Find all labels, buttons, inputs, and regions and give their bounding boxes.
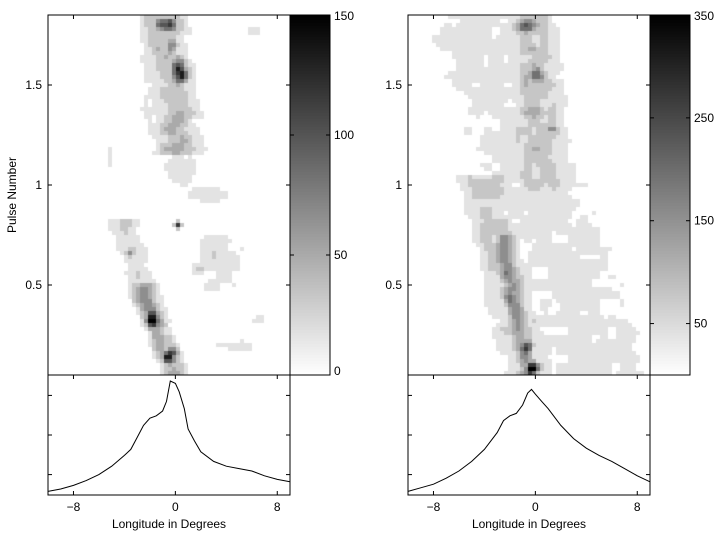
- right-x-axis-label: Longitude in Degrees: [472, 517, 586, 531]
- right-heatmap-ticks: 0.5 1 1.5: [385, 15, 650, 292]
- colorbar-tick-label: 50: [694, 317, 708, 331]
- colorbar-tick-label: 150: [334, 9, 354, 23]
- y-tick-label: 1: [395, 178, 402, 192]
- right-colorbar: 50 150 250 350: [649, 9, 714, 376]
- right-colorbar-image: [650, 15, 690, 375]
- left-x-axis-label: Longitude in Degrees: [112, 517, 226, 531]
- y-tick-label: 1.5: [25, 78, 42, 92]
- colorbar-tick-label: 100: [334, 128, 354, 142]
- colorbar-tick-label: 50: [334, 248, 348, 262]
- x-tick-label: 8: [634, 500, 641, 514]
- left-profile-line: [47, 380, 291, 492]
- y-tick-label: 1: [35, 178, 42, 192]
- left-profile-panel: −8 0 8 Longitude in Degrees: [47, 374, 291, 531]
- right-profile-line: [407, 388, 651, 492]
- left-colorbar: 0 50 100 150: [289, 9, 354, 378]
- y-tick-label: 0.5: [385, 278, 402, 292]
- right-colorbar-ticks: 50 150 250 350: [650, 9, 714, 331]
- x-tick-label: 8: [274, 500, 281, 514]
- x-tick-label: −8: [67, 500, 81, 514]
- colorbar-tick-label: 150: [694, 214, 714, 228]
- left-colorbar-ticks: 0 50 100 150: [290, 9, 354, 378]
- left-heatmap-panel: 0.5 1 1.5 Pulse Number: [5, 14, 291, 376]
- left-heatmap-image: [48, 15, 290, 375]
- left-colorbar-frame: [289, 14, 331, 376]
- colorbar-tick-label: 350: [694, 9, 714, 23]
- y-tick-label: 0.5: [25, 278, 42, 292]
- left-colorbar-image: [290, 15, 330, 375]
- x-tick-label: −8: [427, 500, 441, 514]
- right-colorbar-frame: [649, 14, 691, 376]
- colorbar-tick-label: 0: [334, 364, 341, 378]
- left-profile-frame: [47, 374, 291, 496]
- right-profile-panel: −8 0 8 Longitude in Degrees: [407, 374, 651, 531]
- right-heatmap-panel: 0.5 1 1.5: [385, 14, 651, 376]
- right-heatmap-image: [408, 15, 650, 375]
- left-profile-ticks: −8 0 8: [48, 375, 290, 514]
- right-profile-ticks: −8 0 8: [408, 375, 650, 514]
- left-heatmap-ticks: 0.5 1 1.5: [25, 15, 290, 292]
- x-tick-label: 0: [532, 500, 539, 514]
- right-profile-frame: [407, 374, 651, 496]
- y-tick-label: 1.5: [385, 78, 402, 92]
- x-tick-label: 0: [172, 500, 179, 514]
- colorbar-tick-label: 250: [694, 111, 714, 125]
- y-axis-label: Pulse Number: [5, 157, 19, 233]
